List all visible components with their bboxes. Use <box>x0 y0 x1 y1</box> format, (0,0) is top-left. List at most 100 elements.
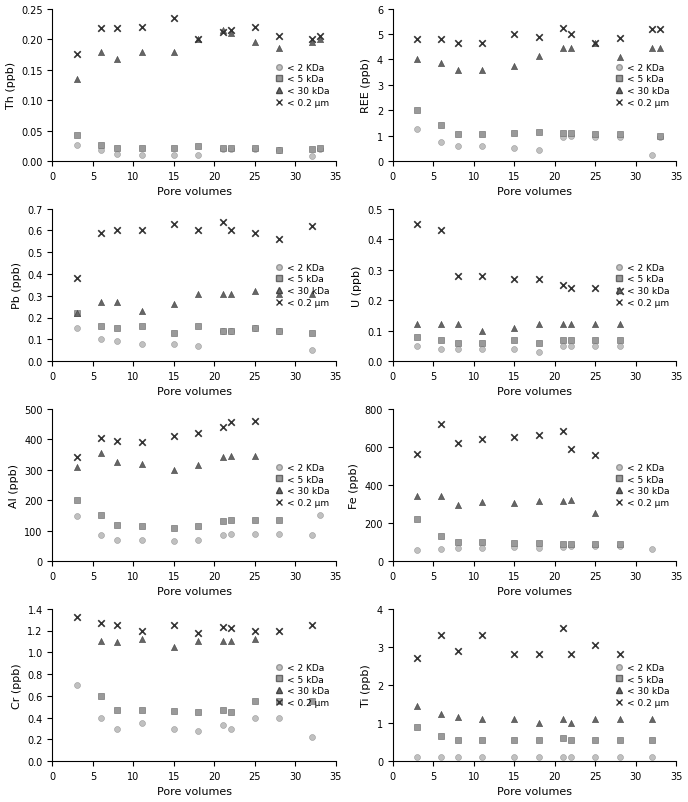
Point <box>169 521 180 534</box>
Point <box>436 530 447 543</box>
Point <box>96 227 107 240</box>
Point <box>476 64 487 77</box>
Point <box>436 334 447 346</box>
Point <box>509 273 520 286</box>
Point <box>557 334 568 346</box>
Point <box>533 337 544 350</box>
Point <box>72 273 83 286</box>
Point <box>169 12 180 25</box>
Point <box>436 543 447 556</box>
Point <box>411 124 422 136</box>
Point <box>590 340 601 353</box>
Point <box>136 624 147 637</box>
Point <box>136 436 147 449</box>
Point <box>411 331 422 344</box>
Point <box>566 751 577 764</box>
X-axis label: Pore volumes: Pore volumes <box>497 787 572 796</box>
Point <box>96 617 107 630</box>
Point <box>614 340 625 353</box>
X-axis label: Pore volumes: Pore volumes <box>497 387 572 397</box>
Point <box>136 717 147 730</box>
Point <box>614 713 625 726</box>
Point <box>590 734 601 747</box>
Point <box>566 334 577 346</box>
Point <box>566 538 577 551</box>
Point <box>654 23 665 36</box>
Point <box>217 142 228 155</box>
Point <box>452 541 463 554</box>
Point <box>436 34 447 47</box>
Point <box>411 751 422 764</box>
Point <box>509 750 520 763</box>
Point <box>225 450 236 463</box>
Point <box>476 541 487 554</box>
Point <box>96 711 107 724</box>
Point <box>217 325 228 338</box>
Point <box>193 427 204 440</box>
Point <box>250 322 261 335</box>
Point <box>250 415 261 427</box>
Point <box>225 288 236 301</box>
Point <box>533 346 544 358</box>
Point <box>590 508 601 520</box>
Point <box>250 22 261 34</box>
Point <box>136 520 147 533</box>
Point <box>436 630 447 642</box>
Point <box>590 334 601 346</box>
Point <box>509 431 520 444</box>
Point <box>217 703 228 716</box>
Point <box>452 645 463 658</box>
Point <box>111 22 122 35</box>
Point <box>533 495 544 508</box>
X-axis label: Pore volumes: Pore volumes <box>497 586 572 597</box>
Point <box>476 433 487 446</box>
Point <box>557 279 568 292</box>
Point <box>452 343 463 356</box>
Point <box>590 713 601 726</box>
Point <box>169 298 180 311</box>
Legend: < 2 KDa, < 5 kDa, < 30 kDa, < 0.2 μm: < 2 KDa, < 5 kDa, < 30 kDa, < 0.2 μm <box>613 461 671 509</box>
Point <box>193 534 204 547</box>
Point <box>411 340 422 353</box>
Point <box>96 144 107 157</box>
Point <box>225 142 236 155</box>
Point <box>557 751 568 764</box>
Point <box>476 751 487 764</box>
Point <box>533 537 544 549</box>
Point <box>250 37 261 50</box>
Point <box>509 713 520 726</box>
Point <box>136 458 147 471</box>
Point <box>557 713 568 726</box>
Point <box>96 690 107 703</box>
Point <box>217 421 228 434</box>
Point <box>566 128 577 140</box>
Point <box>566 130 577 143</box>
Point <box>566 43 577 55</box>
Point <box>566 318 577 331</box>
Point <box>72 510 83 523</box>
Point <box>566 540 577 553</box>
X-axis label: Pore volumes: Pore volumes <box>157 787 232 796</box>
Point <box>533 429 544 442</box>
Point <box>590 38 601 51</box>
Point <box>436 750 447 763</box>
Point <box>566 340 577 353</box>
Point <box>72 494 83 507</box>
Point <box>647 43 658 55</box>
Point <box>533 318 544 331</box>
Point <box>566 282 577 295</box>
Point <box>136 703 147 716</box>
Point <box>193 340 204 353</box>
Point <box>411 218 422 231</box>
Point <box>654 132 665 144</box>
Point <box>614 734 625 747</box>
Point <box>476 140 487 153</box>
Point <box>72 130 83 143</box>
Point <box>306 34 317 47</box>
Point <box>96 529 107 542</box>
Point <box>452 38 463 51</box>
Point <box>509 497 520 510</box>
Point <box>566 734 577 747</box>
Point <box>590 538 601 551</box>
Point <box>590 38 601 51</box>
